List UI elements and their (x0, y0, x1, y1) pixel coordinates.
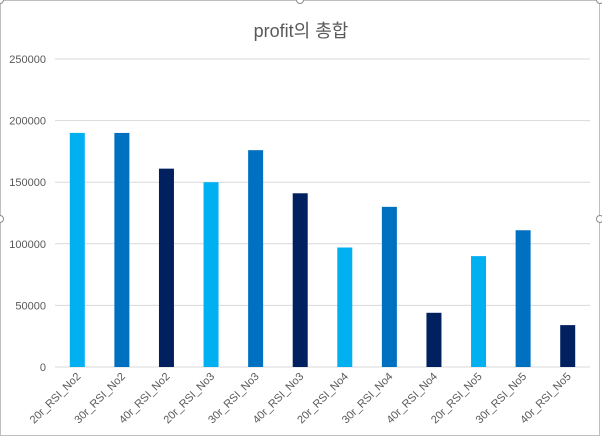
y-tick-label: 50000 (15, 300, 46, 312)
bar (203, 182, 219, 367)
chart-title: profit의 총합 (253, 21, 349, 41)
bar (471, 256, 487, 367)
y-tick-label: 150000 (9, 177, 46, 189)
bar (248, 150, 264, 367)
bar (158, 168, 174, 367)
resize-handle-top-right[interactable] (596, 0, 602, 4)
bar (69, 132, 85, 367)
bar (292, 193, 308, 367)
y-tick-label: 100000 (9, 239, 46, 251)
bar (515, 230, 531, 367)
resize-handle-middle-right[interactable] (596, 215, 602, 223)
bar (426, 312, 442, 367)
y-tick-label: 0 (40, 362, 46, 374)
y-tick-label: 200000 (9, 116, 46, 128)
bar (560, 325, 576, 367)
y-tick-label: 250000 (9, 54, 46, 66)
bar (337, 247, 353, 367)
bar (114, 132, 130, 367)
bar (381, 206, 397, 367)
